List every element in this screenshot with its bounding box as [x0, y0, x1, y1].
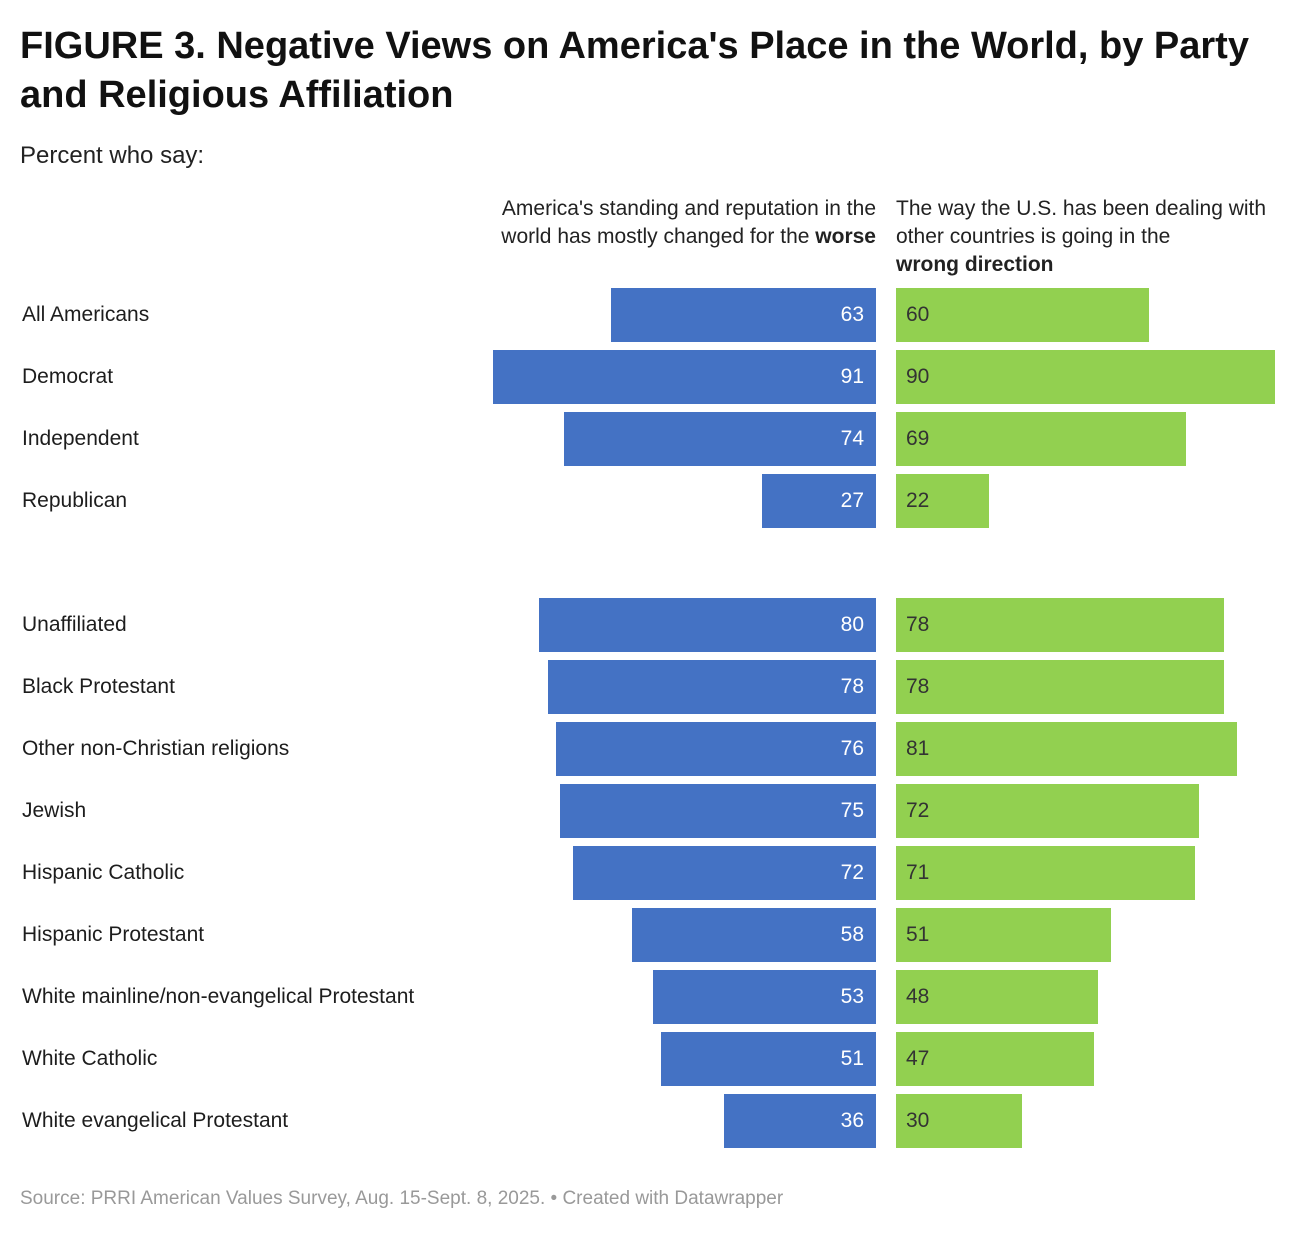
value-label-worse: 63	[840, 303, 864, 326]
value-label-wrong-direction: 51	[906, 923, 930, 946]
bar-worse	[724, 1094, 876, 1148]
bar-worse	[492, 350, 876, 404]
chart-subtitle: Percent who say:	[20, 142, 205, 169]
value-label-wrong-direction: 71	[906, 861, 930, 884]
row-label: White mainline/non-evangelical Protestan…	[22, 985, 415, 1008]
column-header-wrong-direction: The way the U.S. has been dealing with o…	[896, 195, 1286, 279]
row-label: Black Protestant	[22, 675, 175, 698]
bar-wrong-direction	[896, 288, 1149, 342]
bar-worse	[572, 846, 876, 900]
bar-wrong-direction	[896, 970, 1099, 1024]
column-header-text: America's standing and reputation in the…	[501, 197, 876, 248]
bar-wrong-direction	[896, 722, 1237, 776]
bar-wrong-direction	[896, 908, 1111, 962]
bar-worse	[556, 722, 876, 776]
row-label: Democrat	[22, 365, 114, 388]
value-label-worse: 36	[840, 1109, 864, 1132]
value-label-wrong-direction: 78	[906, 613, 930, 636]
bar-wrong-direction	[896, 1094, 1023, 1148]
row-label: Hispanic Protestant	[22, 923, 205, 946]
bar-worse	[564, 412, 876, 466]
bar-wrong-direction	[896, 784, 1200, 838]
value-label-wrong-direction: 60	[906, 303, 930, 326]
value-label-wrong-direction: 81	[906, 737, 930, 760]
bar-wrong-direction	[896, 412, 1187, 466]
value-label-worse: 80	[840, 613, 864, 636]
row-label: Republican	[22, 489, 128, 512]
bar-worse	[547, 660, 876, 714]
bar-wrong-direction	[896, 474, 989, 528]
value-label-wrong-direction: 30	[906, 1109, 930, 1132]
value-label-worse: 76	[840, 737, 864, 760]
value-label-worse: 53	[840, 985, 864, 1008]
value-label-worse: 91	[840, 365, 864, 388]
value-label-wrong-direction: 47	[906, 1047, 930, 1070]
value-label-worse: 27	[840, 489, 864, 512]
bar-worse	[560, 784, 876, 838]
value-label-wrong-direction: 22	[906, 489, 930, 512]
value-label-wrong-direction: 69	[906, 427, 930, 450]
bar-worse	[631, 908, 876, 962]
value-label-wrong-direction: 72	[906, 799, 930, 822]
source-note: Source: PRRI American Values Survey, Aug…	[20, 1188, 784, 1209]
value-label-worse: 58	[840, 923, 864, 946]
row-label: White Catholic	[22, 1047, 158, 1070]
bar-wrong-direction	[896, 1032, 1094, 1086]
chart-title: FIGURE 3. Negative Views on America's Pl…	[20, 25, 1249, 116]
row-label: Jewish	[22, 799, 87, 822]
row-label: Hispanic Catholic	[22, 861, 185, 884]
bar-worse	[539, 598, 876, 652]
value-label-wrong-direction: 78	[906, 675, 930, 698]
value-label-worse: 78	[840, 675, 864, 698]
value-label-worse: 75	[840, 799, 864, 822]
value-label-wrong-direction: 90	[906, 365, 930, 388]
row-label: All Americans	[22, 303, 150, 326]
bar-worse	[610, 288, 876, 342]
value-label-wrong-direction: 48	[906, 985, 930, 1008]
column-header-bold: worse	[815, 225, 876, 248]
bar-worse	[652, 970, 876, 1024]
value-label-worse: 72	[840, 861, 864, 884]
column-header-worse: America's standing and reputation in the…	[476, 195, 876, 251]
bar-wrong-direction	[896, 598, 1225, 652]
column-header-bold: wrong direction	[896, 253, 1054, 276]
value-label-worse: 51	[840, 1047, 864, 1070]
bar-wrong-direction	[896, 660, 1225, 714]
row-label: Independent	[22, 427, 139, 450]
row-label: White evangelical Protestant	[22, 1109, 289, 1132]
bar-wrong-direction	[896, 846, 1195, 900]
row-label: Other non-Christian religions	[22, 737, 290, 760]
column-header-text: The way the U.S. has been dealing with o…	[896, 197, 1267, 248]
value-label-worse: 74	[840, 427, 864, 450]
row-label: Unaffiliated	[22, 613, 127, 636]
bar-worse	[762, 474, 876, 528]
bar-wrong-direction	[896, 350, 1275, 404]
bar-worse	[661, 1032, 876, 1086]
